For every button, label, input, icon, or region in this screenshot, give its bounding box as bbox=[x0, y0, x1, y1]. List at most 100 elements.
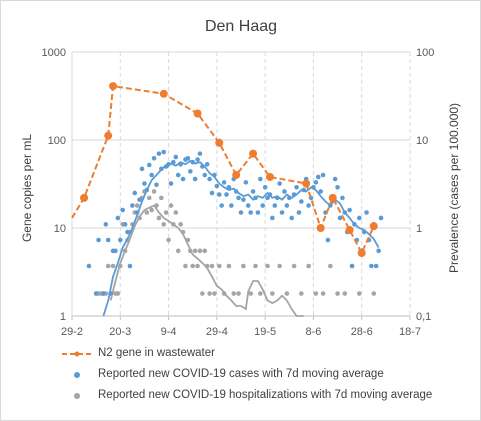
case-point bbox=[195, 157, 200, 162]
hospitalization-average-line bbox=[109, 204, 304, 317]
hospitalization-point bbox=[306, 263, 311, 269]
legend-swatch-wastewater bbox=[62, 351, 92, 357]
case-point bbox=[207, 176, 212, 182]
hospitalization-point bbox=[270, 291, 275, 296]
case-point bbox=[93, 291, 99, 296]
case-point bbox=[86, 263, 92, 269]
case-point bbox=[373, 263, 379, 269]
case-point bbox=[337, 215, 343, 221]
hospitalization-point bbox=[328, 263, 333, 269]
case-point bbox=[238, 210, 244, 215]
case-point bbox=[192, 176, 198, 182]
hospitalization-point bbox=[241, 263, 246, 269]
x-tick-label: 19-5 bbox=[254, 326, 276, 338]
hospitalization-point bbox=[291, 263, 297, 269]
case-point bbox=[313, 180, 319, 185]
y2-tick-label: 0,1 bbox=[416, 311, 431, 323]
y2-tick-label: 10 bbox=[416, 135, 428, 147]
legend-swatch-cases bbox=[74, 372, 80, 378]
hospitalization-point bbox=[212, 291, 217, 296]
case-point bbox=[241, 197, 246, 202]
y2-tick-label: 100 bbox=[416, 47, 434, 59]
case-point bbox=[180, 176, 186, 182]
hospitalization-point bbox=[258, 291, 263, 296]
case-point bbox=[151, 155, 157, 161]
case-average-line bbox=[102, 159, 380, 317]
legend-label-wastewater: N2 gene in wastewater bbox=[98, 347, 215, 359]
case-point bbox=[161, 149, 167, 155]
y2-axis-label: Prevalence (cases per 100.000) bbox=[447, 103, 461, 273]
case-point bbox=[320, 172, 326, 178]
x-tick-label: 8-6 bbox=[305, 326, 321, 338]
legend-label-hospitalizations: Reported new COVID-19 hospitalizations w… bbox=[98, 389, 433, 401]
hospitalization-point bbox=[163, 210, 169, 215]
case-point bbox=[347, 207, 352, 213]
hospitalization-point bbox=[357, 291, 362, 296]
case-point bbox=[260, 203, 266, 208]
hospitalization-point bbox=[115, 291, 121, 296]
hospitalization-point bbox=[144, 210, 150, 215]
case-point bbox=[221, 180, 227, 185]
wastewater-point bbox=[302, 179, 311, 188]
case-point bbox=[185, 155, 191, 161]
case-point bbox=[364, 210, 369, 215]
hospitalization-point bbox=[183, 263, 188, 269]
case-point bbox=[137, 197, 142, 202]
y-tick-label: 1 bbox=[60, 311, 66, 323]
hospitalization-point bbox=[277, 263, 282, 269]
case-point bbox=[378, 215, 384, 221]
case-point bbox=[265, 195, 270, 201]
case-point bbox=[299, 199, 304, 204]
case-point bbox=[294, 185, 299, 190]
case-point bbox=[168, 181, 174, 186]
hospitalization-point bbox=[335, 291, 340, 296]
chart-title: Den Haag bbox=[205, 18, 277, 35]
hospitalization-point bbox=[151, 189, 157, 194]
hospitalization-point bbox=[253, 263, 258, 269]
wastewater-point bbox=[328, 193, 337, 202]
case-point bbox=[156, 151, 162, 156]
wastewater-point bbox=[159, 89, 168, 98]
legend-swatch-hospitalizations bbox=[74, 393, 80, 399]
case-point bbox=[248, 210, 253, 215]
case-point bbox=[229, 203, 234, 208]
hospitalization-point bbox=[216, 263, 222, 269]
hospitalization-point bbox=[166, 237, 171, 243]
hospitalization-point bbox=[320, 291, 326, 296]
case-point bbox=[154, 182, 159, 188]
wastewater-point bbox=[369, 222, 378, 231]
wastewater-point bbox=[265, 172, 274, 181]
case-point bbox=[255, 210, 261, 215]
y-tick-label: 100 bbox=[48, 135, 66, 147]
x-tick-label: 29-4 bbox=[206, 326, 228, 338]
hospitalization-point bbox=[371, 291, 377, 296]
hospitalization-point bbox=[146, 195, 152, 201]
case-point bbox=[219, 203, 224, 208]
case-point bbox=[284, 203, 290, 208]
case-point bbox=[325, 237, 331, 243]
case-point bbox=[197, 151, 203, 156]
case-point bbox=[202, 172, 208, 178]
hospitalization-point bbox=[200, 291, 205, 296]
wastewater-line bbox=[71, 84, 375, 256]
hospitalization-point bbox=[161, 222, 167, 227]
case-point bbox=[258, 176, 263, 182]
case-point bbox=[214, 183, 220, 189]
hospitalization-point bbox=[284, 291, 290, 296]
hospitalization-point bbox=[197, 248, 203, 254]
hospitalization-point bbox=[178, 222, 183, 227]
case-point bbox=[146, 162, 152, 168]
case-point bbox=[96, 237, 101, 243]
hospitalization-point bbox=[173, 210, 179, 215]
case-point bbox=[245, 203, 251, 208]
case-point bbox=[122, 222, 128, 227]
case-point bbox=[105, 237, 111, 243]
case-point bbox=[120, 207, 125, 213]
case-point bbox=[340, 195, 345, 201]
legend-label-cases: Reported new COVID-19 cases with 7d movi… bbox=[98, 368, 384, 380]
case-point bbox=[243, 180, 249, 185]
case-point bbox=[173, 154, 179, 160]
hospitalization-point bbox=[149, 207, 154, 213]
case-point bbox=[209, 190, 215, 196]
